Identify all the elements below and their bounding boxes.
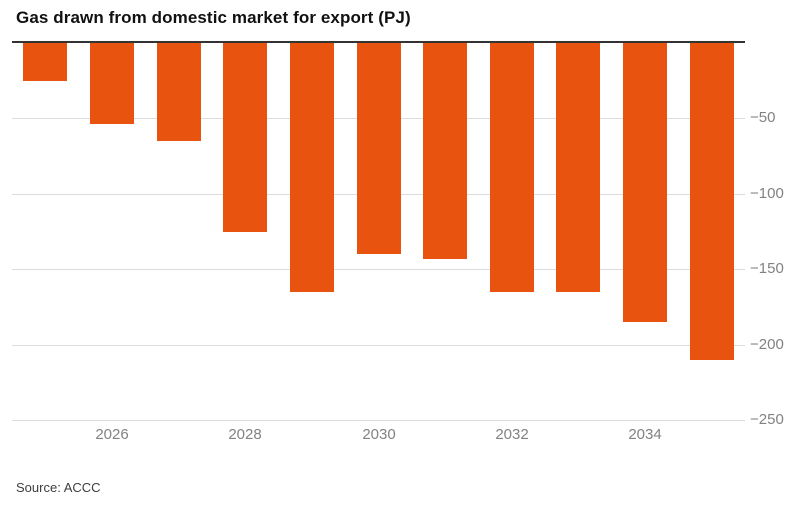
y-tick-label: −250 — [750, 411, 784, 428]
x-axis-line — [12, 41, 745, 43]
bar-2030 — [357, 43, 401, 254]
y-tick-label: −50 — [750, 109, 776, 127]
y-tick-label: −100 — [750, 184, 784, 202]
x-tick-label: 2032 — [495, 426, 529, 443]
y-tick-label: −200 — [750, 335, 784, 353]
bar-2031 — [423, 43, 467, 259]
chart-title: Gas drawn from domestic market for expor… — [16, 8, 411, 27]
bar-2032 — [490, 43, 534, 292]
gridline — [12, 344, 745, 346]
bar-2027 — [157, 43, 201, 141]
bar-2029 — [290, 43, 334, 292]
y-tick-label: −150 — [750, 260, 784, 278]
x-tick-label: 2028 — [228, 426, 262, 443]
gridline — [12, 269, 745, 271]
bar-2033 — [556, 43, 600, 292]
bar-2028 — [223, 43, 267, 232]
gridline — [12, 420, 745, 421]
bar-2025 — [23, 43, 67, 81]
x-tick-label: 2030 — [362, 426, 396, 443]
x-tick-label: 2034 — [628, 426, 662, 443]
bar-2035 — [690, 43, 734, 360]
source-note: Source: ACCC — [16, 480, 101, 495]
x-tick-label: 2026 — [95, 426, 129, 443]
bar-2034 — [623, 43, 667, 322]
bar-2026 — [90, 43, 134, 124]
